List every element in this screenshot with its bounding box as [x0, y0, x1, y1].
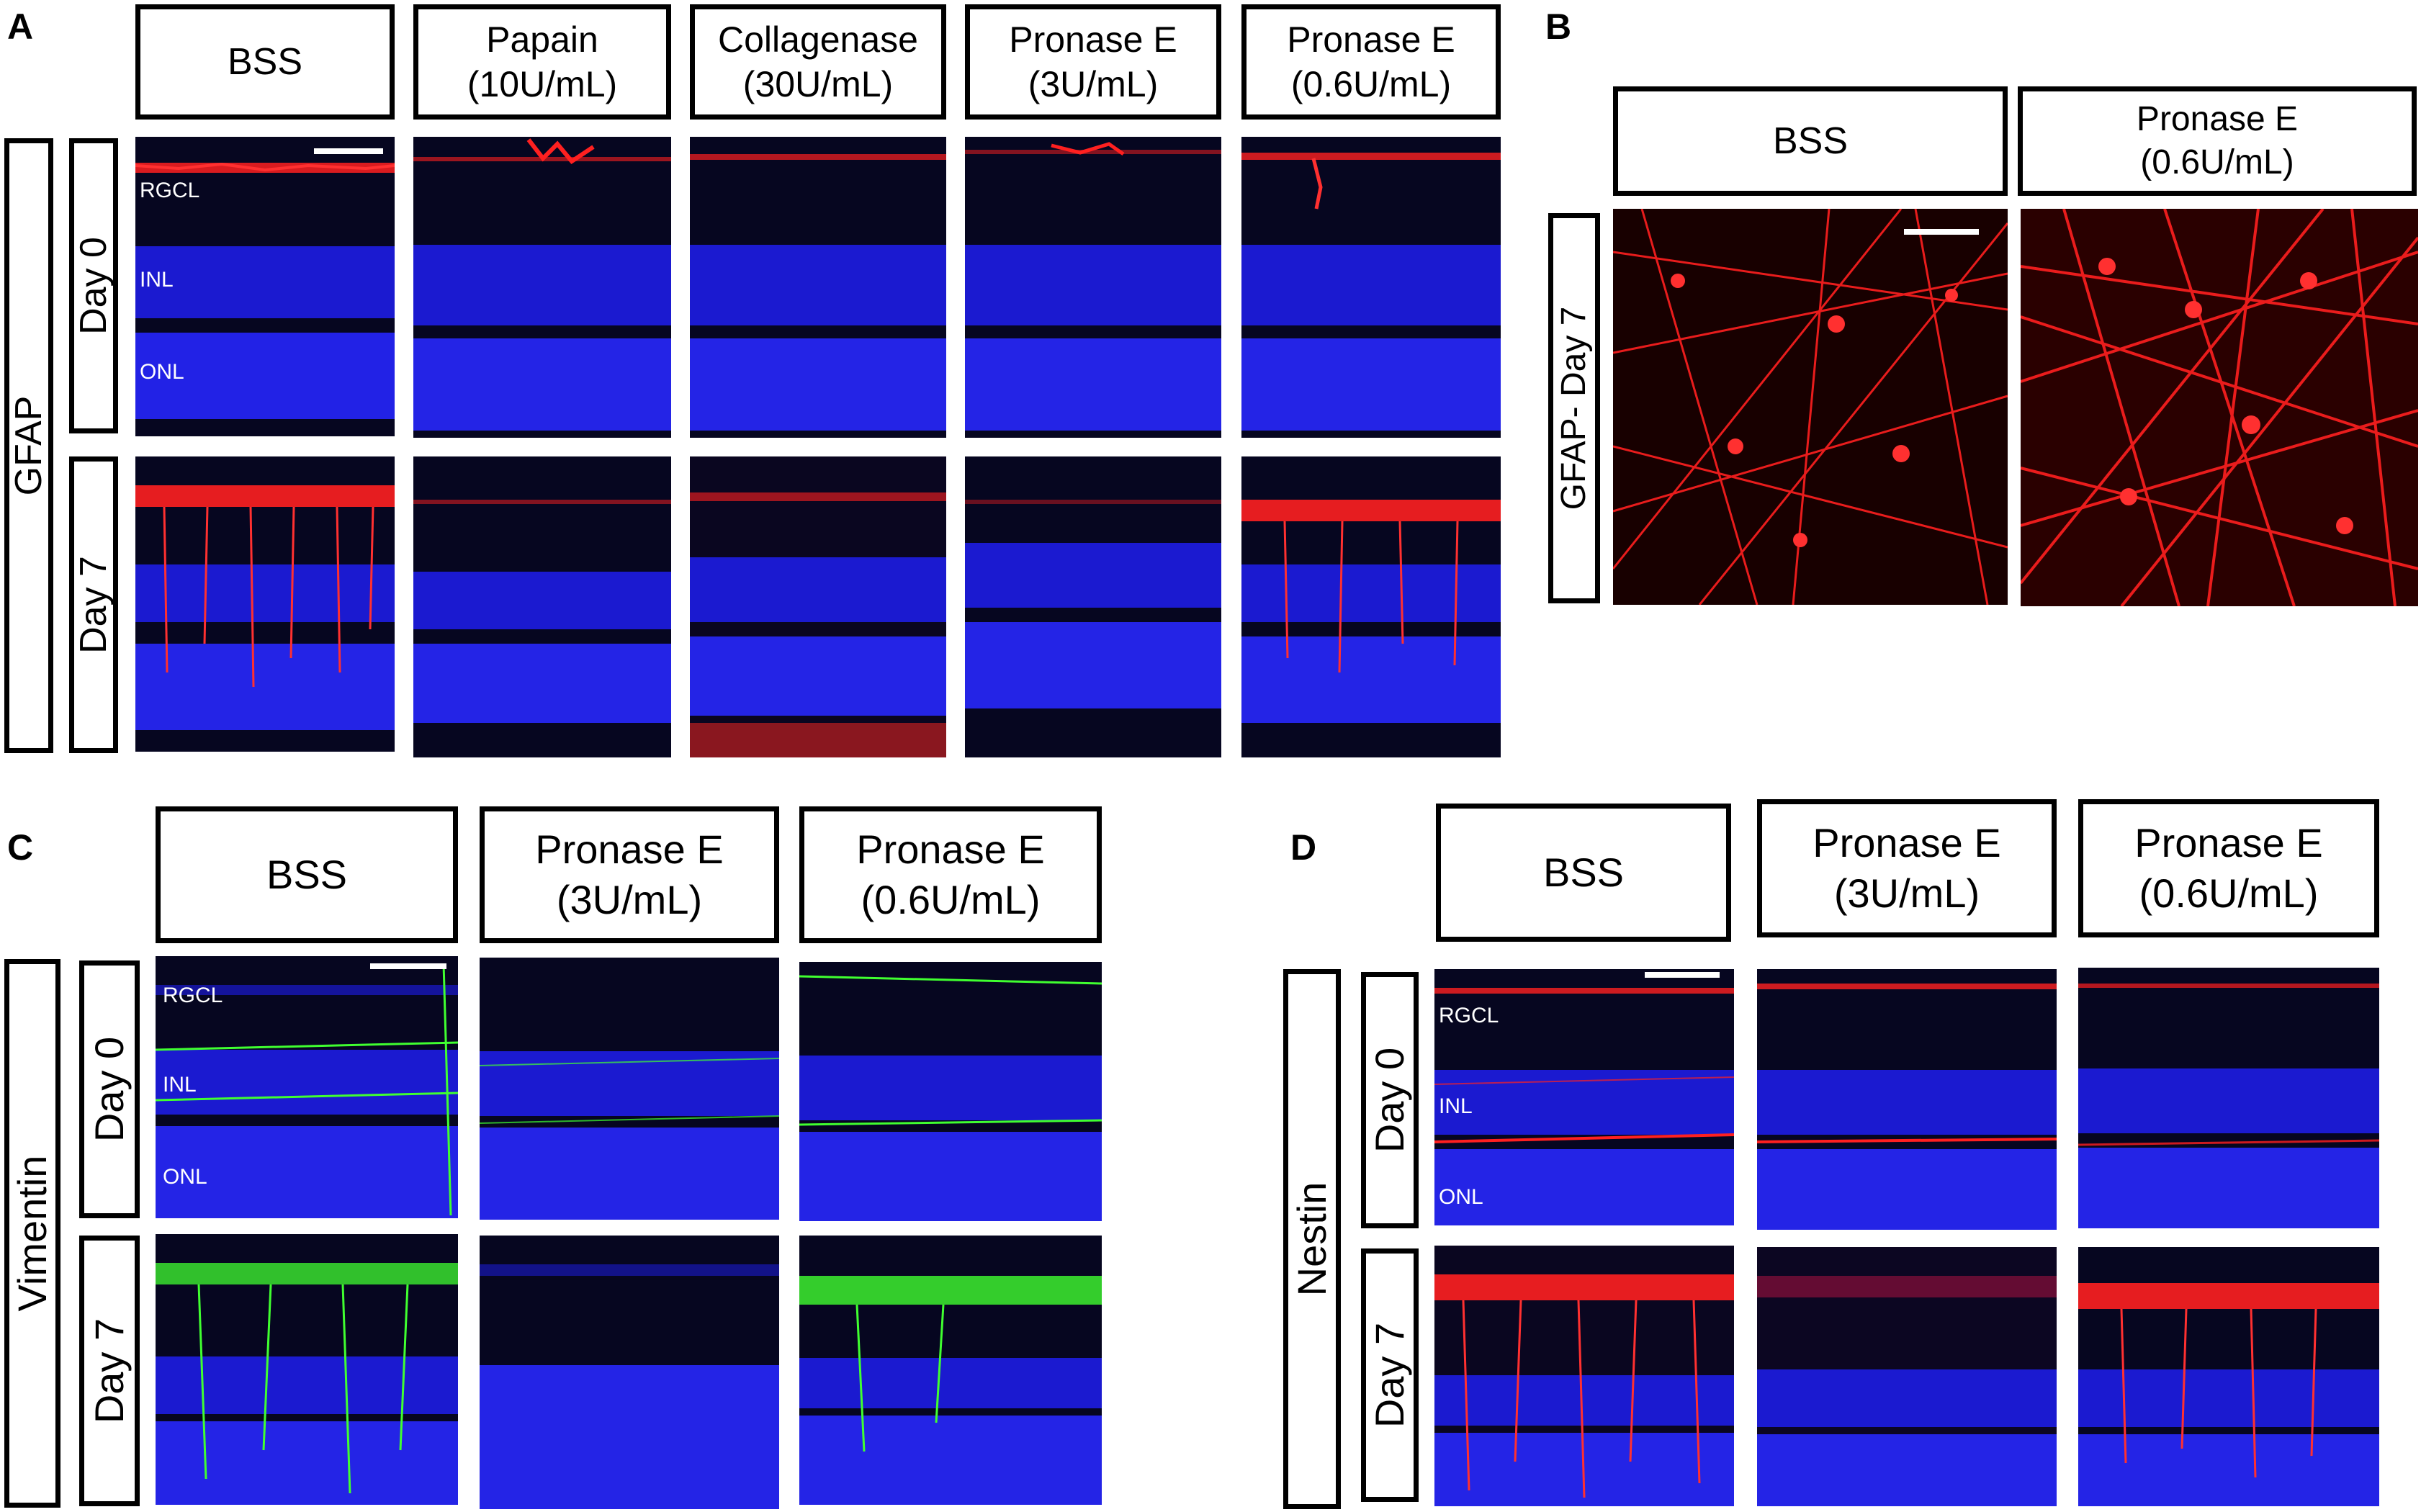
micrograph-d-bss-day7: [1434, 1246, 1734, 1506]
layer-label-d-rgcl: RGCL: [1439, 1004, 1499, 1027]
scale-bar-d: [1645, 972, 1720, 978]
row-group-label-b: GFAP- Day 7: [1548, 213, 1600, 603]
layer-label-d-inl: INL: [1439, 1094, 1473, 1118]
layer-label-c-inl: INL: [163, 1073, 197, 1097]
row-label-a-day7: Day 7: [69, 456, 118, 753]
micrograph-a-bss-day0: [135, 137, 395, 436]
micrograph-a-pronase3-day0: [965, 137, 1221, 438]
col-header-a-bss: BSS: [135, 4, 395, 120]
micrograph-a-collagenase-day0: [690, 137, 946, 438]
micrograph-d-pronase06-day7: [2078, 1247, 2379, 1506]
col-header-a-papain: Papain (10U/mL): [413, 4, 671, 120]
col-header-d-pronase-06: Pronase E (0.6U/mL): [2078, 799, 2379, 937]
micrograph-a-papain-day7: [413, 456, 671, 757]
micrograph-c-pronase06-day0: [799, 962, 1102, 1221]
micrograph-a-pronase3-day7: [965, 456, 1221, 757]
layer-label-d-onl: ONL: [1439, 1185, 1483, 1209]
micrograph-a-papain-day0: [413, 137, 671, 438]
layer-label-c-rgcl: RGCL: [163, 984, 223, 1007]
col-header-c-pronase-06: Pronase E (0.6U/mL): [799, 806, 1102, 943]
scale-bar-a: [314, 148, 383, 154]
row-label-a-day0: Day 0: [69, 138, 118, 433]
row-label-c-day7: Day 7: [79, 1236, 140, 1506]
layer-label-a-inl: INL: [140, 268, 174, 292]
micrograph-d-bss-day0: [1434, 969, 1734, 1225]
panel-label-a: A: [7, 6, 34, 47]
layer-label-c-onl: ONL: [163, 1165, 207, 1189]
col-header-a-collagenase: Collagenase (30U/mL): [690, 4, 946, 120]
micrograph-c-pronase06-day7: [799, 1236, 1102, 1505]
layer-label-a-rgcl: RGCL: [140, 179, 200, 202]
micrograph-c-pronase3-day7: [480, 1236, 779, 1509]
col-header-b-pronase-06: Pronase E (0.6U/mL): [2018, 86, 2417, 196]
micrograph-c-pronase3-day0: [480, 958, 779, 1220]
row-group-label-a: GFAP: [4, 138, 53, 753]
col-header-d-pronase-3: Pronase E (3U/mL): [1757, 799, 2057, 937]
panel-label-d: D: [1290, 827, 1317, 868]
scale-bar-c: [370, 963, 446, 969]
micrograph-b-pronase06-day7: [2021, 209, 2418, 606]
row-label-c-day0: Day 0: [79, 960, 140, 1218]
micrograph-a-bss-day7: [135, 456, 395, 752]
col-header-a-pronase-06: Pronase E (0.6U/mL): [1241, 4, 1501, 120]
layer-label-a-onl: ONL: [140, 360, 184, 384]
micrograph-a-collagenase-day7: [690, 456, 946, 757]
col-header-c-bss: BSS: [156, 806, 458, 943]
col-header-d-bss: BSS: [1436, 804, 1731, 942]
micrograph-d-pronase3-day7: [1757, 1247, 2057, 1506]
panel-label-c: C: [7, 827, 34, 868]
panel-label-b: B: [1545, 6, 1572, 47]
row-group-label-c: Vimentin: [4, 959, 60, 1508]
row-label-d-day0: Day 0: [1361, 972, 1419, 1228]
micrograph-c-bss-day0: [156, 956, 458, 1218]
micrograph-a-pronase06-day0: [1241, 137, 1501, 438]
scale-bar-b: [1904, 229, 1979, 235]
micrograph-d-pronase06-day0: [2078, 968, 2379, 1228]
row-label-d-day7: Day 7: [1361, 1248, 1419, 1502]
micrograph-d-pronase3-day0: [1757, 969, 2057, 1230]
micrograph-c-bss-day7: [156, 1234, 458, 1505]
micrograph-a-pronase06-day7: [1241, 456, 1501, 757]
micrograph-b-bss-day7: [1613, 209, 2008, 605]
col-header-a-pronase-3: Pronase E (3U/mL): [965, 4, 1221, 120]
col-header-b-bss: BSS: [1613, 86, 2008, 196]
col-header-c-pronase-3: Pronase E (3U/mL): [480, 806, 779, 943]
row-group-label-d: Nestin: [1283, 969, 1341, 1509]
